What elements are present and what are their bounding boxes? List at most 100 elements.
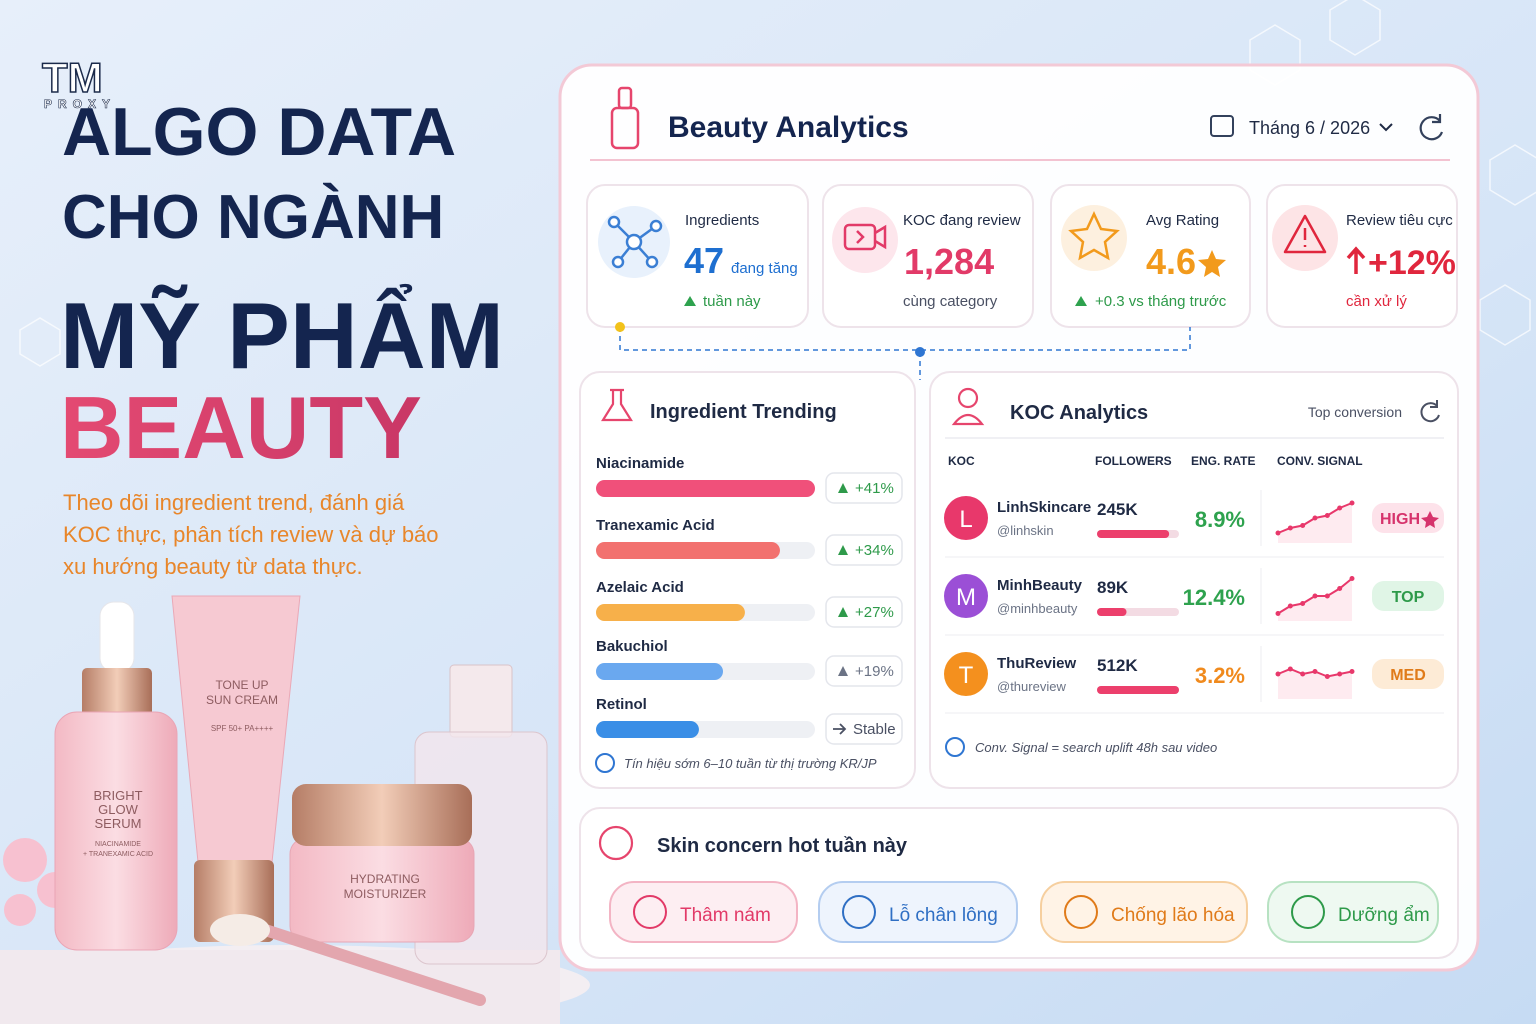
dropdown-chevron[interactable]	[1379, 123, 1393, 132]
signal-point	[1287, 666, 1293, 672]
signal-point	[1300, 523, 1306, 528]
signal-point	[1312, 669, 1318, 674]
up-triangle	[838, 483, 848, 493]
signal-point	[1349, 500, 1355, 506]
dynamic-content: Niacinamide +41% Tranexamic Acid +34% Azelai…	[596, 454, 1444, 943]
brush	[244, 919, 486, 1006]
followers: 89K	[1097, 578, 1129, 597]
products: BRIGHT GLOW SERUM NIACINAMIDE + TRANEXAM…	[0, 595, 590, 1024]
kpi-note: cần xử lý	[1346, 293, 1407, 310]
column-header: FOLLOWERS	[1095, 454, 1172, 468]
concern-tag[interactable]	[818, 881, 1018, 943]
flask-icon	[601, 388, 633, 422]
headline-line: CHO NGÀNH	[62, 183, 444, 252]
bar	[596, 480, 815, 497]
dashboard-title: Beauty Analytics	[668, 111, 909, 144]
period[interactable]: Tháng 6 / 2026	[1249, 118, 1370, 138]
icon-bg	[832, 207, 898, 273]
concern-label[interactable]: Dưỡng ẩm	[1338, 905, 1430, 926]
eng-rate: 8.9%	[1195, 507, 1245, 532]
product-label: TONE UP	[215, 678, 268, 692]
signal-point	[1337, 505, 1343, 511]
info-icon	[945, 737, 965, 757]
product-label: HYDRATING	[350, 872, 420, 886]
follower-bar	[1097, 686, 1179, 694]
concern-label[interactable]: Lỗ chân lông	[889, 904, 998, 926]
kpi-label: KOC đang review	[903, 212, 1021, 229]
change-label: +41%	[855, 480, 894, 497]
product-detail: NIACINAMIDE	[95, 841, 141, 848]
avatar-initial: T	[959, 662, 974, 689]
column-header: KOC	[948, 454, 975, 468]
concern-icon	[842, 895, 876, 929]
badge	[1372, 581, 1444, 611]
perfume-cap	[449, 664, 513, 738]
product-label: MOISTURIZER	[344, 887, 427, 901]
face-icon	[598, 825, 634, 861]
signal-point	[1324, 513, 1330, 518]
signal-point	[1300, 601, 1306, 606]
kpi-note: tuần này	[703, 293, 761, 310]
concern-tag[interactable]	[1040, 881, 1248, 943]
ingredient-name: Niacinamide	[596, 455, 684, 472]
up-triangle	[684, 296, 696, 306]
product-label: SERUM	[95, 816, 142, 831]
eng-rate: 12.4%	[1183, 585, 1245, 610]
star-icon	[1068, 211, 1120, 261]
kpi-value: 4.6	[1146, 241, 1196, 282]
badge	[1372, 659, 1444, 689]
panel-title: Skin concern hot tuần này	[657, 835, 908, 857]
clock-icon	[595, 753, 615, 773]
kpi-note: cùng category	[903, 293, 998, 310]
up-triangle	[1075, 296, 1087, 306]
avatar	[944, 574, 988, 618]
koc-icon-body	[951, 413, 985, 426]
concern-label[interactable]: Thâm nám	[680, 905, 771, 926]
followers: 512K	[1097, 656, 1138, 675]
headline-line: ALGO DATA	[62, 94, 456, 170]
avatar-initial: M	[956, 584, 976, 611]
signal-point	[1349, 669, 1355, 674]
right-arrow	[833, 723, 847, 735]
signal-point	[1312, 593, 1318, 599]
ingredient-name: Bakuchiol	[596, 638, 668, 655]
video-icon	[843, 223, 887, 251]
dropper	[99, 601, 135, 673]
subtitle: KOC thực, phân tích review và dự báo	[63, 522, 439, 547]
logo-sub: PROXY	[44, 97, 116, 111]
product-label: BRIGHT	[93, 788, 142, 803]
signal-point	[1337, 586, 1343, 591]
signal-point	[1300, 671, 1306, 677]
koc-name: ThuReview	[997, 655, 1077, 672]
icon-bg	[1061, 205, 1127, 271]
kpi-label: Review tiêu cực	[1346, 212, 1453, 229]
kpi-label: Avg Rating	[1146, 212, 1219, 229]
bar	[596, 604, 745, 621]
product-label: GLOW	[98, 802, 138, 817]
signal-point	[1275, 611, 1281, 616]
signal-point	[1275, 530, 1281, 536]
calendar-icon[interactable]	[1210, 115, 1234, 137]
up-triangle	[838, 607, 848, 617]
connector-dot	[915, 347, 925, 357]
bar	[596, 663, 724, 680]
rating-star	[1198, 250, 1226, 277]
kpi-value: 47	[684, 240, 724, 281]
serum-icon-top	[617, 86, 633, 110]
concern-label[interactable]: Chống lão hóa	[1111, 905, 1235, 926]
change-pill	[825, 534, 903, 566]
footnote: Conv. Signal = search uplift 48h sau vid…	[975, 740, 1217, 755]
badge-label: TOP	[1392, 589, 1425, 606]
refresh-icon[interactable]	[1419, 114, 1444, 141]
signal-point	[1275, 671, 1281, 677]
avatar	[944, 496, 988, 540]
signal-point	[1337, 671, 1343, 677]
headline-accent: BEAUTY	[60, 378, 422, 477]
avatar-initial: L	[959, 506, 972, 533]
kpi-value: 1,284	[904, 241, 994, 282]
koc-name: MinhBeauty	[997, 577, 1083, 594]
panel-title: Ingredient Trending	[650, 401, 837, 423]
filter[interactable]: Top conversion	[1308, 404, 1402, 420]
refresh-icon[interactable]	[1420, 400, 1440, 423]
